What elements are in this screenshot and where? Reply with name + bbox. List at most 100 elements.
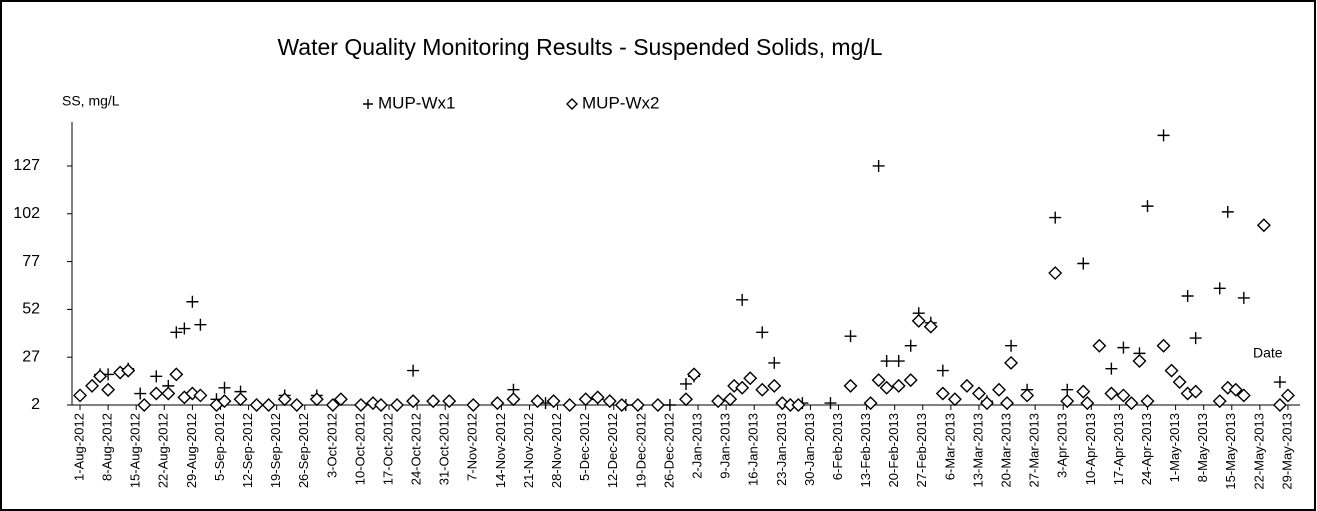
diamond-marker — [333, 392, 348, 407]
plus-marker — [1105, 362, 1118, 375]
diamond-marker — [679, 392, 693, 407]
plus-marker — [407, 364, 420, 377]
x-tick-label: 7-Nov-2012 — [465, 413, 480, 481]
legend-label: MUP-Wx1 — [378, 93, 455, 112]
plus-marker — [844, 330, 857, 343]
diamond-marker — [506, 392, 521, 407]
plus-marker — [872, 159, 885, 172]
x-tick-label: 9-Jan-2013 — [718, 413, 733, 479]
x-tick-label: 17-Oct-2012 — [380, 413, 395, 485]
diamond-marker — [791, 398, 806, 412]
plus-marker — [1141, 200, 1154, 213]
x-tick-label: 12-Sep-2012 — [240, 413, 255, 488]
diamond-marker — [309, 392, 324, 407]
x-tick-label: 19-Dec-2012 — [633, 413, 648, 488]
diamond-marker — [289, 398, 304, 412]
diamond-marker — [863, 396, 878, 411]
diamond-marker — [879, 380, 894, 395]
x-tick-label: 2-Jan-2013 — [689, 413, 704, 479]
x-tick-label: 26-Dec-2012 — [661, 413, 676, 488]
x-tick-label: 10-Apr-2013 — [1083, 413, 1098, 485]
y-tick-label: 27 — [22, 348, 40, 365]
y-tick-label: 127 — [13, 157, 40, 174]
diamond-marker — [923, 319, 938, 334]
plus-marker — [663, 399, 676, 411]
plus-marker — [936, 364, 949, 377]
diamond-marker — [101, 382, 116, 397]
plus-marker — [680, 377, 692, 390]
diamond-marker — [1080, 396, 1095, 411]
diamond-marker — [1140, 394, 1155, 409]
diamond-marker — [390, 398, 405, 412]
plus-marker — [1273, 376, 1286, 389]
diamond-marker — [1104, 386, 1119, 401]
diamond-marker — [1020, 388, 1035, 403]
diamond-marker — [711, 394, 726, 409]
diamond-marker — [843, 378, 858, 393]
diamond-marker — [1048, 266, 1063, 281]
y-tick-label: 77 — [22, 253, 40, 270]
diamond-marker — [723, 392, 738, 407]
diamond-marker — [767, 378, 782, 393]
diamond-marker — [261, 398, 276, 412]
diamond-marker — [466, 398, 481, 412]
x-tick-label: 5-Sep-2012 — [212, 413, 227, 481]
diamond-marker — [233, 392, 248, 407]
diamond-marker — [217, 394, 232, 409]
diamond-marker — [426, 394, 441, 409]
x-tick-label: 23-Jan-2013 — [774, 413, 789, 486]
legend-label: MUP-Wx2 — [582, 93, 659, 112]
x-tick-label: 1-May-2013 — [1167, 413, 1182, 482]
diamond-marker — [590, 390, 605, 405]
diamond-marker — [979, 396, 994, 411]
diamond-marker — [121, 363, 136, 378]
x-tick-label: 28-Nov-2012 — [549, 413, 564, 488]
x-tick-label: 8-May-2013 — [1195, 413, 1210, 482]
diamond-marker — [959, 378, 974, 393]
x-tick-label: 24-Oct-2012 — [409, 413, 424, 485]
diamond-marker — [903, 373, 918, 388]
diamond-marker — [530, 394, 545, 409]
diamond-marker — [1236, 388, 1251, 403]
x-tick-label: 3-Oct-2012 — [324, 413, 339, 478]
diamond-marker — [1004, 355, 1019, 370]
plus-marker — [1237, 291, 1250, 304]
plus-marker — [1213, 282, 1226, 295]
plus-marker — [892, 355, 905, 368]
x-tick-label: 1-Aug-2012 — [71, 413, 86, 481]
diamond-marker — [149, 386, 164, 401]
diamond-marker — [277, 392, 292, 407]
x-tick-label: 27-Feb-2013 — [914, 413, 929, 487]
x-tick-label: 13-Feb-2013 — [858, 413, 873, 487]
x-tick-label: 6-Mar-2013 — [942, 413, 957, 480]
diamond-marker — [406, 394, 421, 409]
diamond-marker — [137, 398, 152, 412]
diamond-marker — [1060, 394, 1075, 409]
diamond-marker — [947, 392, 962, 407]
y-tick-label: 2 — [31, 396, 40, 413]
diamond-marker — [353, 398, 368, 412]
y-tick-label: 102 — [13, 205, 40, 222]
x-tick-label: 15-May-2013 — [1223, 413, 1238, 490]
diamond-marker — [911, 313, 926, 328]
diamond-marker — [735, 380, 750, 395]
diamond-marker — [325, 398, 340, 412]
diamond-marker — [650, 398, 665, 412]
x-tick-label: 31-Oct-2012 — [437, 413, 452, 485]
plus-marker — [1157, 129, 1170, 142]
x-tick-label: 19-Sep-2012 — [268, 413, 283, 488]
diamond-marker — [1188, 384, 1203, 399]
x-tick-label: 24-Apr-2013 — [1139, 413, 1154, 485]
diamond-marker — [546, 394, 561, 409]
diamond-marker — [743, 371, 758, 386]
diamond-marker — [935, 386, 950, 401]
diamond-marker — [193, 388, 208, 403]
diamond-marker — [490, 396, 505, 411]
plus-marker — [178, 322, 191, 335]
plus-marker — [170, 326, 183, 339]
diamond-marker — [161, 386, 176, 401]
diamond-marker — [1272, 398, 1287, 412]
x-tick-label: 29-Aug-2012 — [184, 413, 199, 488]
diamond-marker — [1092, 338, 1107, 353]
plus-marker — [218, 381, 231, 394]
